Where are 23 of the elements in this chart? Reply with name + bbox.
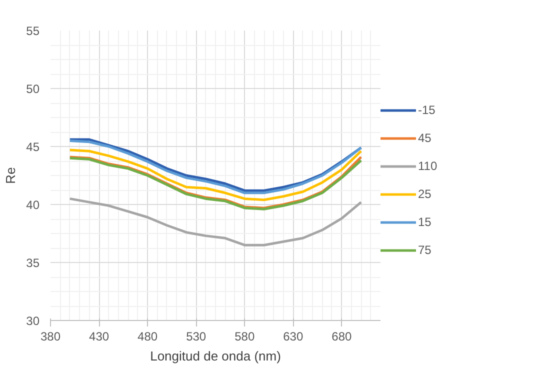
legend-label: 25 [418,187,432,201]
line-series [68,148,362,202]
legend-label: 15 [418,215,432,229]
legend-label: -15 [418,103,436,117]
x-tick-label: 480 [138,330,158,344]
y-tick-label: 45 [26,140,40,154]
y-tick-label: 55 [26,24,40,38]
y-tick-label: 30 [26,314,40,328]
x-tick-label: 530 [186,330,206,344]
legend-label: 110 [418,159,438,173]
y-axis-title: Re [3,167,18,184]
x-axis-title: Longitud de onda (nm) [150,348,281,364]
y-tick-label: 50 [26,82,40,96]
line-series [68,197,362,246]
legend-label: 45 [418,131,432,145]
y-tick-label: 35 [26,256,40,270]
x-tick-label: 630 [283,330,304,344]
x-tick-label: 580 [234,330,255,344]
x-tick-label: 380 [40,330,61,344]
y-tick-label: 40 [26,198,40,212]
x-tick-label: 430 [89,330,110,344]
legend-label: 75 [418,243,432,257]
x-tick-label: 680 [332,330,352,344]
